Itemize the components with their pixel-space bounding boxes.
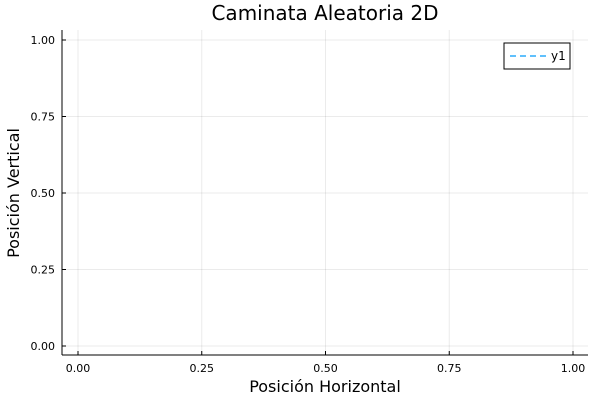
y-tick-label: 0.50 (31, 187, 56, 200)
y-ticks: 0.00 0.25 0.50 0.75 1.00 (31, 34, 66, 353)
legend: y1 (503, 42, 571, 70)
x-tick-label: 0.50 (313, 362, 338, 375)
y-tick-label: 0.00 (31, 340, 56, 353)
chart-title: Caminata Aleatoria 2D (211, 1, 438, 25)
y-tick-label: 1.00 (31, 34, 56, 47)
y-axis-label: Posición Vertical (4, 128, 23, 258)
x-tick-label: 1.00 (561, 362, 586, 375)
x-tick-label: 0.25 (190, 362, 215, 375)
x-ticks: 0.00 0.25 0.50 0.75 1.00 (66, 351, 586, 375)
legend-label: y1 (551, 49, 566, 63)
x-tick-label: 0.75 (437, 362, 462, 375)
grid-lines (62, 30, 588, 355)
x-tick-label: 0.00 (66, 362, 91, 375)
x-axis-label: Posición Horizontal (249, 377, 401, 396)
y-tick-label: 0.25 (31, 264, 56, 277)
y-tick-label: 0.75 (31, 111, 56, 124)
